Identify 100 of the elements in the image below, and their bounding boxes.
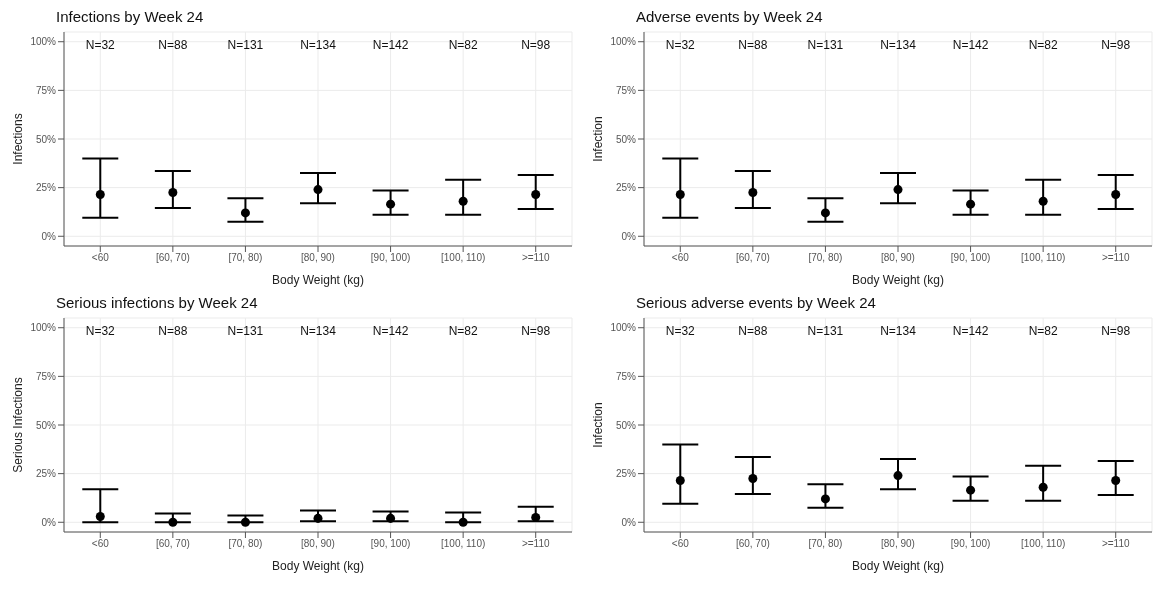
point — [966, 199, 976, 209]
point — [168, 187, 178, 198]
x-tick-label: [60, 70) — [735, 252, 770, 264]
point — [1111, 475, 1121, 485]
annotation: N=134 — [880, 323, 917, 338]
x-tick-label: [90, 100) — [370, 252, 411, 264]
x-tick-label: [90, 100) — [950, 538, 991, 550]
x-axis-title: Body Weight (kg) — [852, 559, 944, 573]
y-tick-label: 75% — [35, 84, 57, 96]
y-tick-label: 50% — [615, 133, 637, 145]
annotation: N=134 — [300, 323, 337, 338]
annotation: N=32 — [665, 323, 696, 338]
annotation: N=82 — [1028, 323, 1058, 338]
point — [1038, 482, 1048, 492]
y-tick-label: 50% — [615, 419, 637, 431]
y-tick-label: 100% — [30, 36, 57, 48]
x-tick-label: [60, 70) — [155, 252, 190, 264]
point — [675, 475, 685, 485]
x-tick-label: >=110 — [1101, 538, 1130, 550]
x-tick-label: [90, 100) — [370, 538, 411, 550]
y-tick-label: 0% — [621, 516, 637, 528]
point — [675, 189, 685, 199]
point — [820, 208, 830, 218]
point — [240, 208, 250, 218]
y-tick-label: 25% — [35, 182, 57, 194]
y-tick-label: 100% — [30, 322, 57, 334]
annotation: N=82 — [1028, 37, 1058, 52]
annotation: N=88 — [158, 323, 188, 338]
chart-title: Infections by Week 24 — [56, 8, 205, 27]
x-tick-label: [90, 100) — [950, 252, 991, 264]
x-tick-label: >=110 — [521, 538, 550, 550]
y-tick-label: 25% — [615, 182, 637, 194]
x-tick-label: [80, 90) — [301, 252, 335, 264]
x-tick-label: <60 — [91, 252, 110, 264]
annotation: N=131 — [807, 323, 844, 338]
y-tick-label: 75% — [35, 370, 57, 382]
x-tick-label: [100, 110) — [440, 252, 486, 264]
point — [820, 494, 830, 504]
y-tick-label: 75% — [615, 370, 637, 382]
chart-title: Serious infections by Week 24 — [56, 294, 259, 313]
annotation: N=142 — [372, 37, 409, 52]
point — [1111, 189, 1121, 199]
y-tick-label: 50% — [35, 419, 57, 431]
y-tick-label: 100% — [610, 322, 637, 334]
x-tick-label: >=110 — [521, 252, 550, 264]
x-tick-label: [70, 80) — [808, 252, 843, 264]
annotation: N=142 — [952, 323, 989, 338]
annotation: N=98 — [521, 323, 551, 338]
x-tick-label: [70, 80) — [228, 538, 263, 550]
annotation: N=98 — [521, 37, 551, 52]
point — [893, 471, 903, 481]
x-tick-label: [70, 80) — [808, 538, 843, 550]
x-tick-label: >=110 — [1101, 252, 1130, 264]
y-tick-label: 0% — [41, 230, 57, 242]
y-axis-title: Infection — [591, 402, 606, 448]
x-tick-label: [70, 80) — [228, 252, 263, 264]
point — [1038, 196, 1048, 206]
annotation: N=32 — [665, 37, 696, 52]
x-tick-label: [80, 90) — [881, 252, 915, 264]
annotation: N=131 — [807, 37, 844, 52]
chart-title: Serious adverse events by Week 24 — [636, 294, 877, 313]
chart-title: Adverse events by Week 24 — [636, 8, 824, 27]
y-axis-title: Serious Infections — [11, 377, 26, 473]
x-tick-label: [80, 90) — [301, 538, 335, 550]
x-tick-label: [100, 110) — [1020, 538, 1066, 550]
x-axis-title: Body Weight (kg) — [272, 559, 364, 573]
y-tick-label: 100% — [610, 36, 637, 48]
x-axis-title: Body Weight (kg) — [272, 273, 364, 287]
annotation: N=142 — [372, 323, 409, 338]
point — [966, 485, 976, 495]
annotation: N=82 — [448, 37, 478, 52]
point — [313, 185, 323, 195]
x-tick-label: [100, 110) — [440, 538, 486, 550]
annotation: N=32 — [85, 37, 116, 52]
annotation: N=134 — [880, 37, 917, 52]
x-tick-label: <60 — [671, 252, 690, 264]
x-tick-label: [60, 70) — [735, 538, 770, 550]
point — [531, 189, 541, 199]
point — [386, 199, 396, 209]
x-tick-label: [80, 90) — [881, 538, 915, 550]
y-axis-title: Infections — [11, 113, 26, 165]
y-axis-title: Infection — [591, 116, 606, 162]
annotation: N=98 — [1101, 37, 1131, 52]
y-tick-label: 75% — [615, 84, 637, 96]
annotation: N=131 — [227, 323, 264, 338]
x-tick-label: [60, 70) — [155, 538, 190, 550]
x-tick-label: <60 — [671, 538, 690, 550]
y-tick-label: 0% — [41, 516, 57, 528]
annotation: N=88 — [738, 323, 768, 338]
y-tick-label: 0% — [621, 230, 637, 242]
annotation: N=82 — [448, 323, 478, 338]
x-tick-label: [100, 110) — [1020, 252, 1066, 264]
x-tick-label: <60 — [91, 538, 110, 550]
point — [458, 196, 468, 206]
annotation: N=131 — [227, 37, 264, 52]
annotation: N=88 — [738, 37, 768, 52]
y-tick-label: 25% — [615, 468, 637, 480]
y-tick-label: 50% — [35, 133, 57, 145]
y-tick-label: 25% — [35, 468, 57, 480]
annotation: N=32 — [85, 323, 116, 338]
